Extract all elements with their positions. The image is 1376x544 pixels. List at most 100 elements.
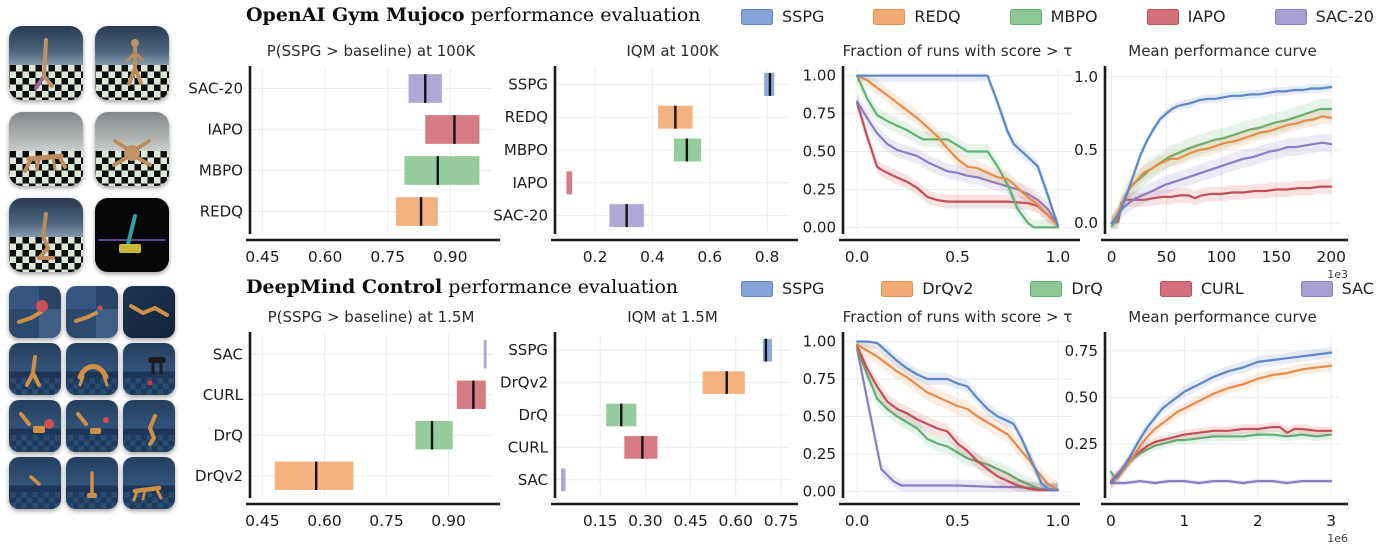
x-tick-label: 0.45 bbox=[245, 248, 280, 266]
series-band-MBPO bbox=[857, 75, 1058, 228]
y-tick-label: 0.75 bbox=[803, 370, 836, 388]
category-label-REDQ: REDQ bbox=[505, 108, 548, 126]
env-thumb-swimmer bbox=[123, 286, 175, 338]
env-thumb-quadruped bbox=[66, 343, 118, 395]
chart-title: P(SSPG > baseline) at 1.5M bbox=[268, 308, 475, 326]
legend-label: DrQ bbox=[1071, 279, 1103, 298]
chart-gym-fraction: Fraction of runs with score > τ 0.00 0.25 0… bbox=[803, 42, 1080, 266]
legend-label: SSPG bbox=[782, 279, 825, 298]
category-label-SAC: SAC bbox=[213, 345, 243, 363]
chart-title: Mean performance curve bbox=[1128, 42, 1317, 60]
series-line-SSPG bbox=[1110, 85, 1333, 225]
env-thumb-hopper bbox=[9, 198, 83, 272]
interval-bar-CURL bbox=[624, 436, 658, 459]
legend-item-IAPO: IAPO bbox=[1146, 7, 1226, 26]
series-line-REDQ bbox=[855, 74, 1059, 227]
x-tick-label: 1.0 bbox=[1046, 248, 1071, 266]
axis-offset-label: 1e3 bbox=[1327, 268, 1348, 281]
category-label-SSPG: SSPG bbox=[508, 75, 548, 93]
interval-bar-REDQ bbox=[658, 105, 693, 129]
humanoid-icon bbox=[125, 39, 145, 86]
interval-bar-CURL bbox=[456, 380, 486, 409]
legend-swatch-icon bbox=[1274, 8, 1307, 25]
x-tick-label: 0.75 bbox=[369, 512, 404, 530]
chart-title: IQM at 100K bbox=[626, 42, 719, 60]
series-band-MBPO bbox=[1111, 98, 1332, 230]
chart-title: IQM at 1.5M bbox=[627, 308, 718, 326]
env-thumb-finger-turn bbox=[66, 400, 118, 452]
interval-bar-IAPO bbox=[566, 171, 573, 195]
series-line-MBPO bbox=[855, 74, 1059, 229]
halfcheetah-icon bbox=[23, 153, 67, 173]
legend-swatch-icon bbox=[1030, 280, 1063, 297]
legend-swatch-icon bbox=[873, 8, 906, 25]
interval-bar-SAC bbox=[483, 340, 487, 369]
x-tick-label: 0.6 bbox=[697, 248, 722, 266]
legend-item-DrQv2: DrQv2 bbox=[881, 279, 973, 298]
env-thumb-finger-spin bbox=[9, 400, 61, 452]
chart-dmc-prob-baseline: P(SSPG > baseline) at 1.5M SAC CURL DrQ DrQv… bbox=[195, 308, 500, 530]
env-thumb-cartpole-swingup bbox=[95, 198, 169, 272]
y-tick-label: 0.00 bbox=[803, 218, 836, 236]
chart-gym-mean-curve: Mean performance curve 0.0 0.5 1.0 0 50 100 150… bbox=[1074, 42, 1348, 281]
gym-row-title-rest: performance evaluation bbox=[464, 4, 701, 26]
walker2d-icon bbox=[34, 38, 54, 90]
series-band-DrQv2 bbox=[1110, 360, 1332, 489]
x-tick-label: 0.90 bbox=[431, 512, 466, 530]
y-tick-label: 0.50 bbox=[803, 408, 836, 426]
category-label-CURL: CURL bbox=[203, 386, 244, 404]
legend-label: MBPO bbox=[1050, 7, 1098, 26]
y-tick-label: 1.0 bbox=[1074, 68, 1098, 86]
interval-bar-SAC bbox=[561, 468, 566, 492]
series-line-IAPO bbox=[855, 101, 1059, 227]
env-thumb-cheetah-dmc bbox=[123, 457, 175, 509]
y-tick-label: 0.0 bbox=[1074, 214, 1098, 232]
x-tick-label: 0.0 bbox=[845, 512, 870, 530]
legend-label: DrQv2 bbox=[922, 279, 974, 298]
x-tick-label: 0.45 bbox=[245, 512, 280, 530]
reacher-hard-icon bbox=[74, 305, 103, 323]
series-line-SSPG bbox=[855, 74, 1059, 227]
finger-spin-icon bbox=[19, 412, 54, 433]
series-line-DrQv2 bbox=[855, 343, 1059, 492]
env-thumb-acrobot bbox=[9, 457, 61, 509]
legend-label: IAPO bbox=[1187, 7, 1226, 26]
category-label-REDQ: REDQ bbox=[200, 203, 243, 221]
axis-offset-label: 1e6 bbox=[1327, 532, 1348, 544]
legend-label: SAC-20 bbox=[1315, 7, 1374, 26]
x-tick-label: 0.30 bbox=[628, 512, 663, 530]
category-label-SSPG: SSPG bbox=[508, 341, 548, 359]
series-band-CURL bbox=[857, 341, 1058, 492]
env-thumb-halfcheetah bbox=[9, 112, 83, 186]
interval-bar-IAPO bbox=[425, 115, 480, 144]
legend-swatch-icon bbox=[1300, 280, 1333, 297]
chart-title: Mean performance curve bbox=[1128, 308, 1317, 326]
legend-swatch-icon bbox=[1159, 280, 1192, 297]
x-tick-label: 0.2 bbox=[583, 248, 608, 266]
x-tick-label: 200 bbox=[1316, 248, 1346, 266]
legend-item-SAC-20: SAC-20 bbox=[1274, 7, 1374, 26]
series-line-SSPG bbox=[855, 340, 1059, 492]
x-tick-label: 150 bbox=[1262, 248, 1292, 266]
y-tick-label: 1.00 bbox=[803, 333, 836, 351]
interval-bar-DrQv2 bbox=[702, 371, 745, 394]
y-tick-label: 0.50 bbox=[803, 143, 836, 161]
x-tick-label: 0.5 bbox=[945, 512, 970, 530]
interval-bar-SSPG bbox=[762, 338, 772, 362]
env-thumb-reacher-easy bbox=[9, 286, 61, 338]
legend-item-DrQ: DrQ bbox=[1030, 279, 1103, 298]
category-label-DrQv2: DrQv2 bbox=[195, 467, 243, 485]
series-line-DrQ bbox=[855, 347, 1059, 492]
series-band-SAC-20 bbox=[1111, 133, 1332, 230]
series-line-SAC bbox=[1109, 480, 1333, 485]
interval-bar-SSPG bbox=[764, 72, 775, 96]
thumb-floor bbox=[9, 434, 61, 452]
x-tick-label: 0.60 bbox=[719, 512, 754, 530]
category-label-MBPO: MBPO bbox=[199, 162, 243, 180]
dog-icon bbox=[147, 357, 166, 386]
chart-gym-prob-baseline: P(SSPG > baseline) at 100K SAC-20 IAPO MBPO… bbox=[188, 42, 500, 266]
x-tick-label: 0.15 bbox=[583, 512, 618, 530]
legend-swatch-icon bbox=[1146, 8, 1179, 25]
series-line-REDQ bbox=[1110, 115, 1333, 225]
series-line-CURL bbox=[1109, 425, 1333, 483]
